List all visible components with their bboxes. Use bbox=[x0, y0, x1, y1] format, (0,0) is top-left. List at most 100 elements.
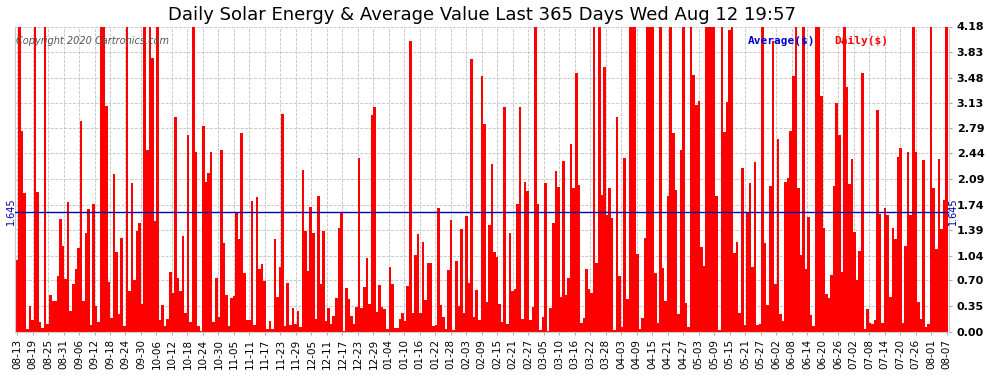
Bar bbox=[537, 204, 540, 332]
Bar bbox=[347, 299, 350, 332]
Bar bbox=[425, 300, 427, 332]
Bar bbox=[910, 214, 912, 332]
Bar bbox=[92, 204, 95, 332]
Bar bbox=[169, 272, 171, 332]
Bar bbox=[654, 273, 656, 332]
Bar bbox=[67, 202, 69, 332]
Bar bbox=[606, 215, 608, 332]
Bar bbox=[562, 161, 564, 332]
Bar bbox=[493, 252, 496, 332]
Bar bbox=[440, 305, 443, 332]
Bar bbox=[123, 327, 126, 332]
Bar bbox=[255, 197, 258, 332]
Bar bbox=[381, 307, 383, 332]
Bar bbox=[399, 319, 401, 332]
Bar bbox=[644, 238, 646, 332]
Bar bbox=[317, 196, 320, 332]
Bar bbox=[815, 27, 818, 332]
Bar bbox=[868, 323, 871, 332]
Bar bbox=[307, 271, 310, 332]
Bar bbox=[194, 152, 197, 332]
Bar bbox=[928, 324, 930, 332]
Bar bbox=[470, 59, 473, 332]
Bar bbox=[810, 315, 813, 332]
Bar bbox=[266, 329, 268, 332]
Bar bbox=[920, 320, 923, 332]
Bar bbox=[355, 306, 358, 332]
Bar bbox=[501, 322, 504, 332]
Bar bbox=[603, 67, 606, 332]
Bar bbox=[751, 267, 753, 332]
Bar bbox=[171, 293, 174, 332]
Bar bbox=[930, 27, 933, 332]
Bar bbox=[243, 273, 246, 332]
Bar bbox=[736, 242, 739, 332]
Bar bbox=[884, 208, 886, 332]
Bar bbox=[128, 291, 131, 332]
Bar bbox=[734, 253, 736, 332]
Bar bbox=[401, 313, 404, 332]
Bar bbox=[412, 313, 414, 332]
Bar bbox=[705, 27, 708, 332]
Bar bbox=[845, 87, 848, 332]
Bar bbox=[933, 188, 935, 332]
Bar bbox=[813, 327, 815, 332]
Bar bbox=[664, 300, 667, 332]
Bar bbox=[621, 327, 624, 332]
Bar bbox=[532, 308, 535, 332]
Bar bbox=[312, 232, 315, 332]
Bar bbox=[559, 297, 562, 332]
Bar bbox=[64, 279, 67, 332]
Bar bbox=[756, 326, 758, 332]
Bar bbox=[687, 327, 690, 332]
Bar bbox=[422, 243, 425, 332]
Bar bbox=[286, 284, 289, 332]
Bar bbox=[758, 324, 761, 332]
Bar bbox=[570, 144, 572, 332]
Bar bbox=[504, 107, 506, 332]
Bar bbox=[564, 294, 567, 332]
Bar bbox=[915, 152, 917, 332]
Bar bbox=[766, 305, 769, 332]
Bar bbox=[445, 329, 447, 332]
Bar bbox=[731, 27, 734, 332]
Bar bbox=[656, 322, 659, 332]
Bar bbox=[667, 195, 669, 332]
Bar bbox=[365, 258, 368, 332]
Bar bbox=[386, 329, 389, 332]
Text: Average($): Average($) bbox=[748, 36, 816, 46]
Bar bbox=[131, 183, 134, 332]
Bar bbox=[800, 255, 802, 332]
Bar bbox=[360, 308, 363, 332]
Bar bbox=[695, 105, 698, 332]
Bar bbox=[376, 312, 378, 332]
Bar bbox=[876, 110, 879, 332]
Bar bbox=[739, 313, 741, 332]
Bar bbox=[863, 329, 866, 332]
Bar bbox=[419, 313, 422, 332]
Bar bbox=[294, 324, 297, 332]
Bar bbox=[651, 27, 654, 332]
Bar bbox=[677, 315, 680, 332]
Bar bbox=[741, 168, 743, 332]
Bar bbox=[659, 27, 661, 332]
Bar bbox=[238, 239, 241, 332]
Bar bbox=[79, 121, 82, 332]
Bar bbox=[774, 284, 777, 332]
Bar bbox=[945, 27, 947, 332]
Bar bbox=[506, 324, 509, 332]
Bar bbox=[213, 322, 215, 332]
Bar bbox=[118, 314, 121, 332]
Bar bbox=[787, 178, 789, 332]
Bar bbox=[629, 27, 632, 332]
Bar bbox=[179, 291, 182, 332]
Bar bbox=[467, 283, 470, 332]
Bar bbox=[769, 186, 771, 332]
Bar bbox=[486, 302, 488, 332]
Bar bbox=[619, 276, 621, 332]
Bar bbox=[529, 320, 532, 332]
Bar bbox=[447, 270, 449, 332]
Bar bbox=[511, 291, 514, 332]
Bar bbox=[782, 321, 784, 332]
Bar bbox=[818, 27, 820, 332]
